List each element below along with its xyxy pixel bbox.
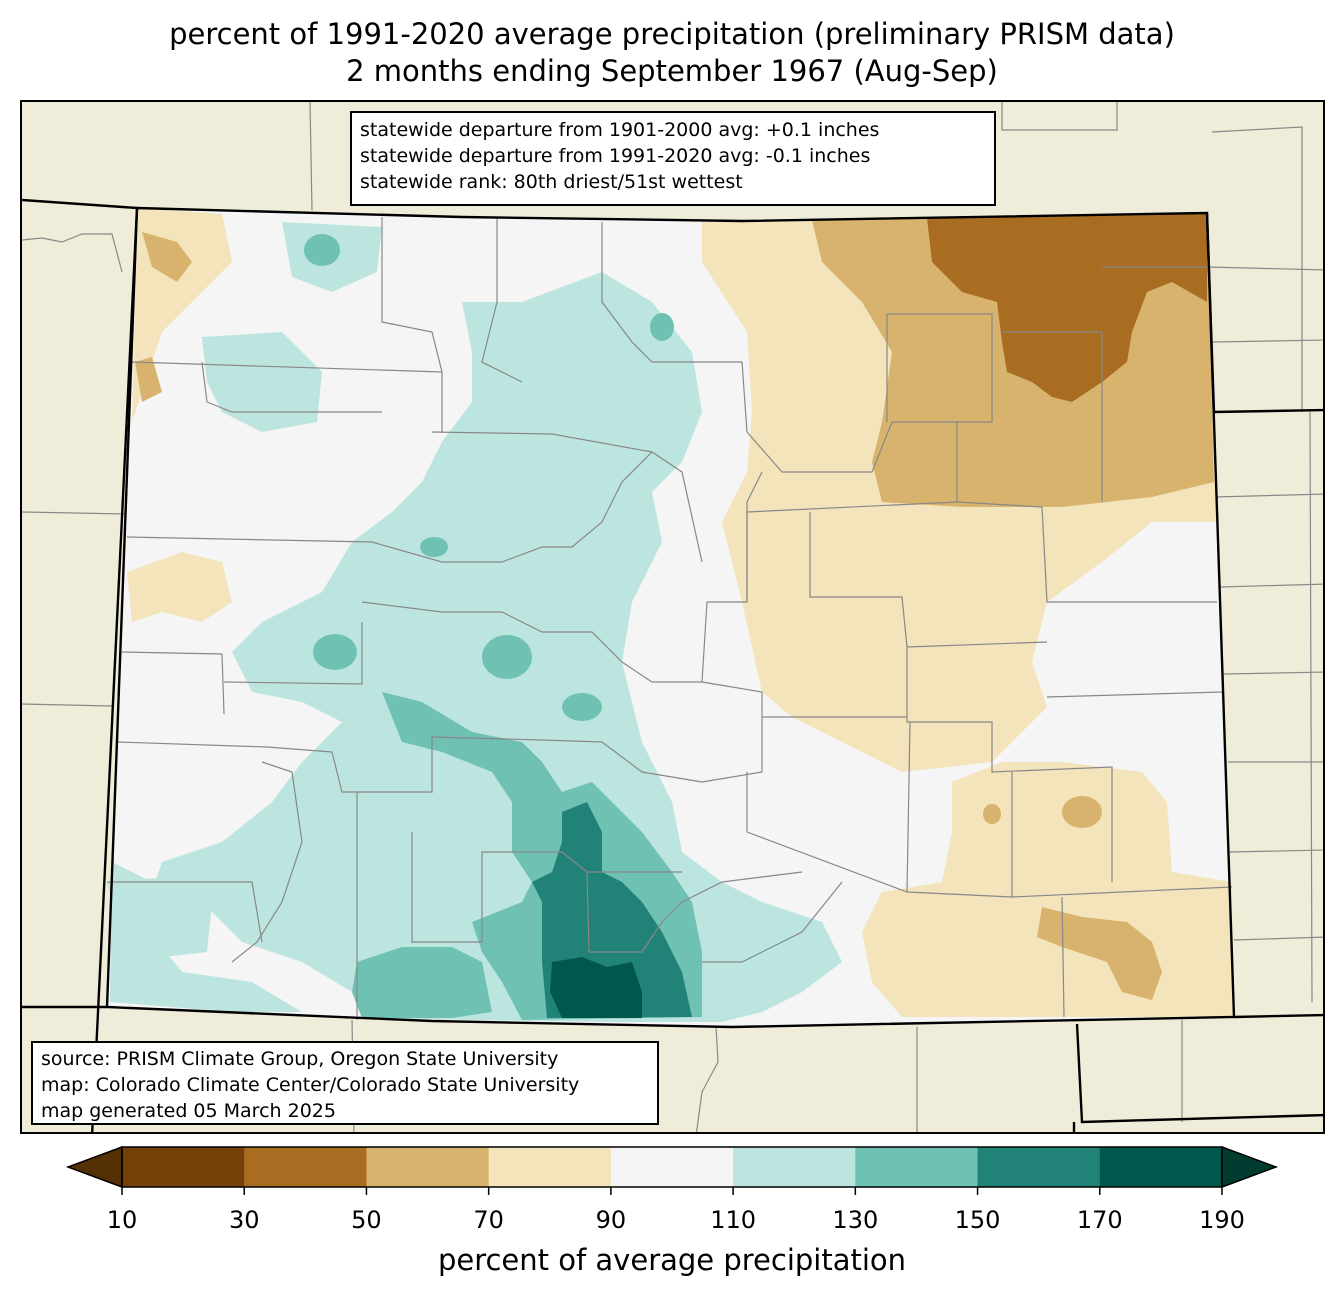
zone-130-150-spot xyxy=(650,313,674,341)
colorbar-segment xyxy=(122,1147,245,1187)
zone-110-130-mountains xyxy=(110,272,842,1022)
colorbar-tick-label: 150 xyxy=(954,1206,1001,1234)
zone-130-150-spot xyxy=(313,634,357,670)
colorbar-segment xyxy=(366,1147,490,1187)
precipitation-shading xyxy=(107,208,1234,1022)
colorbar-segment xyxy=(977,1147,1101,1187)
map-panel xyxy=(20,100,1325,1134)
statewide-rank: statewide rank: 80th driest/51st wettest xyxy=(360,171,743,193)
map-title-line2: 2 months ending September 1967 (Aug-Sep) xyxy=(346,54,998,88)
departure-1991-2020: statewide departure from 1991-2020 avg: … xyxy=(360,145,871,167)
zone-130-150-spot xyxy=(420,537,448,557)
zone-130-150-spot xyxy=(482,635,532,679)
map-title-line1: percent of 1991-2020 average precipitati… xyxy=(169,17,1175,51)
credits-box: source: PRISM Climate Group, Oregon Stat… xyxy=(31,1041,659,1125)
colorbar-segments xyxy=(122,1147,1223,1187)
zone-110-130-southwest xyxy=(107,877,212,957)
colorbar-tick-label: 50 xyxy=(351,1206,382,1234)
zone-110-130-west xyxy=(202,332,322,432)
zone-130-150-spot xyxy=(562,693,602,721)
zone-50-70-spot xyxy=(1062,796,1102,828)
colorbar-under-arrow xyxy=(65,1145,123,1189)
zone-50-70-northwest xyxy=(142,232,192,282)
colorado-map xyxy=(22,102,1323,1132)
zone-30-50-northeast xyxy=(927,214,1207,402)
colorbar-over-arrow xyxy=(1221,1145,1279,1189)
zone-50-70-northwest xyxy=(135,357,162,402)
colorbar-segment xyxy=(855,1147,979,1187)
county-lines xyxy=(107,217,1233,1020)
state-borders xyxy=(22,198,1323,1132)
zone-130-150-spot xyxy=(304,234,340,266)
colorbar-tick-label: 90 xyxy=(595,1206,627,1234)
colorbar-ticks xyxy=(121,1187,1223,1195)
departure-1901-2000: statewide departure from 1901-2000 avg: … xyxy=(360,119,880,141)
colorbar-segment xyxy=(244,1147,367,1187)
colorbar-label: percent of average precipitation xyxy=(437,1243,907,1277)
zone-70-90-west xyxy=(127,552,232,622)
colorbar-tick-label: 130 xyxy=(832,1206,879,1234)
colorbar-segment xyxy=(610,1147,734,1187)
zone-170-190-peak xyxy=(550,957,642,1018)
colorbar-tick-label: 190 xyxy=(1199,1206,1245,1234)
colorbar-outline xyxy=(121,1146,1223,1188)
colorbar-segment xyxy=(1099,1147,1223,1187)
zone-50-70-southeast xyxy=(1037,907,1162,1000)
colorbar xyxy=(65,1145,1279,1195)
colorbar-tick-label: 30 xyxy=(228,1206,260,1234)
statewide-stats-box: statewide departure from 1901-2000 avg: … xyxy=(350,111,996,206)
colorbar-segment xyxy=(733,1147,856,1187)
colorbar-tick-label: 70 xyxy=(473,1206,504,1234)
colorbar-tick-label: 10 xyxy=(106,1206,138,1234)
colorbar-tick-label: 110 xyxy=(710,1206,757,1234)
colorbar-tick-label: 170 xyxy=(1076,1206,1123,1234)
colorbar-segment xyxy=(488,1147,612,1187)
zone-50-70-spot xyxy=(983,804,1001,824)
credit-source: source: PRISM Climate Group, Oregon Stat… xyxy=(41,1048,559,1070)
zone-130-150-southwest-lowland xyxy=(352,947,492,1018)
credit-generated: map generated 05 March 2025 xyxy=(41,1100,336,1122)
credit-map: map: Colorado Climate Center/Colorado St… xyxy=(41,1074,580,1096)
